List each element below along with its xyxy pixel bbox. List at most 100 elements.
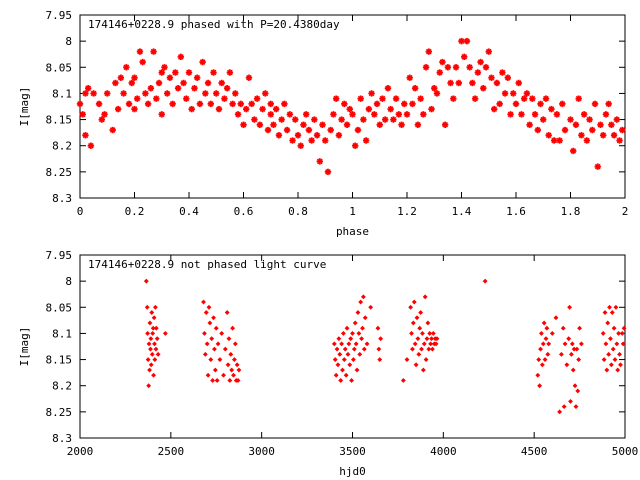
data-point — [112, 79, 119, 87]
data-point — [409, 100, 416, 108]
data-point — [361, 346, 367, 352]
data-point — [202, 90, 209, 97]
data-point — [534, 126, 541, 134]
data-point — [243, 105, 250, 113]
data-point — [196, 100, 204, 108]
data-point — [311, 116, 318, 123]
data-point — [236, 367, 242, 373]
data-point — [228, 351, 234, 357]
data-point — [471, 95, 479, 102]
data-point — [347, 362, 353, 368]
data-point — [539, 331, 544, 336]
data-point — [360, 325, 365, 331]
data-point — [343, 121, 351, 128]
data-point — [603, 341, 609, 347]
y-tick-label: 8.15 — [46, 354, 73, 367]
data-point — [117, 74, 125, 81]
data-point — [425, 320, 431, 326]
data-point — [273, 105, 280, 113]
data-point — [461, 53, 468, 61]
data-point — [607, 304, 612, 310]
data-point — [550, 137, 558, 144]
data-point — [281, 100, 288, 108]
data-point — [416, 351, 422, 357]
data-point — [229, 367, 235, 373]
data-point — [357, 95, 364, 102]
data-point — [569, 341, 575, 347]
x-tick-label: 0.8 — [288, 205, 308, 218]
data-point — [618, 362, 623, 368]
data-point — [488, 74, 495, 81]
data-point — [136, 48, 144, 55]
data-point — [131, 74, 138, 81]
data-point — [231, 372, 236, 378]
data-point — [572, 121, 580, 128]
data-point — [354, 126, 362, 134]
data-point — [612, 357, 618, 362]
x-axis-label: hjd0 — [339, 465, 366, 478]
data-point — [297, 142, 304, 149]
data-point — [597, 121, 604, 128]
data-point — [148, 346, 153, 352]
data-point — [153, 346, 159, 352]
data-point — [417, 95, 424, 102]
data-point — [411, 85, 419, 92]
data-point — [332, 357, 338, 362]
data-point — [354, 367, 360, 373]
data-point — [223, 85, 231, 92]
data-point — [267, 100, 274, 108]
x-tick-label: 1.8 — [561, 205, 581, 218]
data-point — [352, 320, 358, 326]
data-point — [496, 100, 503, 108]
data-point — [542, 95, 550, 102]
data-point — [609, 310, 615, 315]
data-point — [262, 90, 269, 97]
data-point — [177, 53, 185, 61]
data-point — [82, 90, 89, 97]
data-point — [139, 58, 146, 66]
data-point — [610, 132, 618, 139]
data-point — [333, 372, 339, 378]
data-point — [537, 100, 544, 108]
data-point — [430, 346, 435, 352]
data-point — [227, 378, 233, 383]
data-point — [368, 90, 375, 97]
y-tick-label: 8.2 — [52, 380, 72, 393]
data-point — [134, 95, 141, 102]
data-point — [344, 325, 350, 331]
data-point — [98, 116, 105, 123]
data-point — [316, 158, 323, 165]
data-point — [477, 58, 484, 66]
data-point — [526, 121, 533, 128]
data-point — [253, 95, 261, 102]
data-point — [338, 378, 344, 383]
data-point — [237, 100, 244, 108]
data-point — [341, 100, 348, 108]
data-point — [436, 69, 443, 76]
data-point — [567, 304, 573, 310]
data-point — [203, 310, 209, 315]
data-point — [431, 85, 438, 92]
data-point — [248, 100, 255, 108]
data-point — [419, 346, 424, 352]
data-point — [324, 168, 332, 176]
data-point — [619, 331, 625, 336]
data-point — [161, 64, 168, 71]
data-point — [207, 100, 214, 108]
data-point — [335, 362, 341, 368]
data-point — [128, 79, 135, 87]
data-point — [278, 116, 285, 123]
data-point — [144, 304, 150, 310]
data-point — [146, 383, 152, 389]
data-point — [518, 111, 525, 118]
data-point — [375, 325, 381, 331]
data-point — [559, 100, 566, 108]
data-point — [145, 357, 151, 362]
data-point — [573, 404, 579, 410]
data-point — [339, 341, 345, 347]
data-point — [235, 378, 241, 383]
data-point — [433, 90, 441, 97]
data-point — [423, 357, 429, 362]
data-point — [158, 69, 165, 76]
data-point — [251, 116, 258, 123]
